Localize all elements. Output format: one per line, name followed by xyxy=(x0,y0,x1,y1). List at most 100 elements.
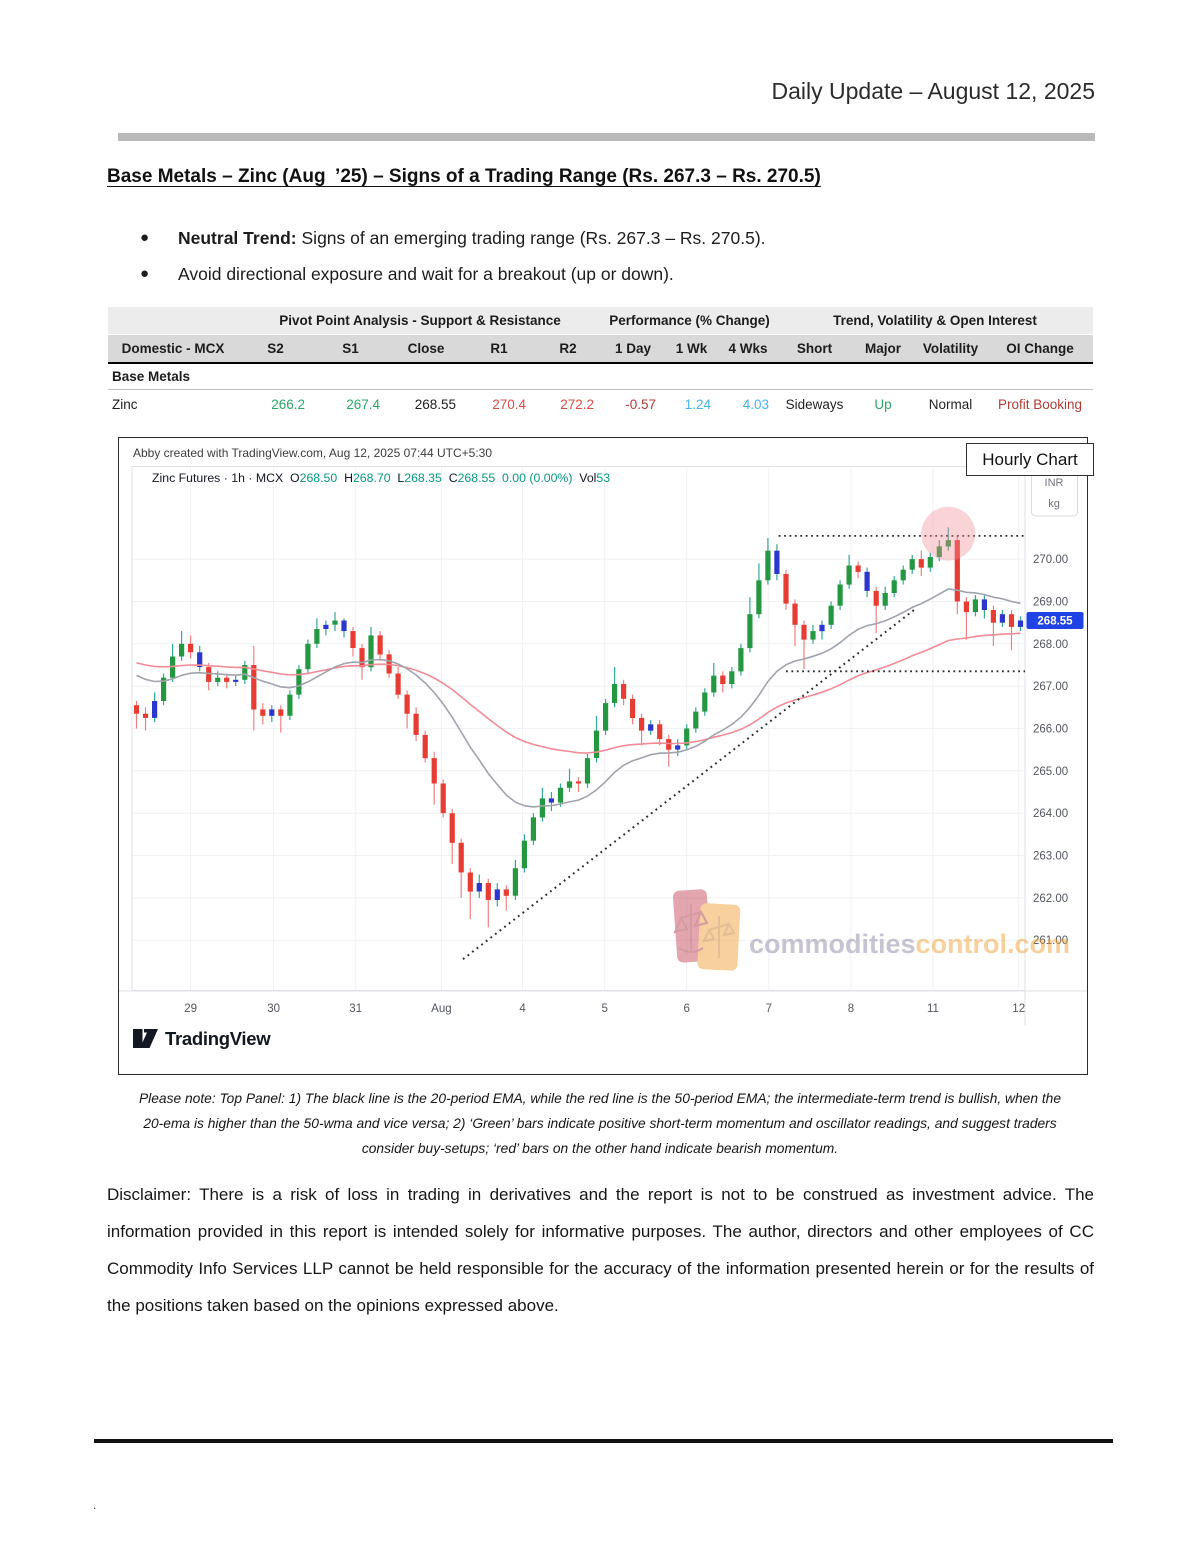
table-cell: 268.55 xyxy=(414,396,456,412)
footnote-line: Please note: Top Panel: 1) The black lin… xyxy=(138,1091,1062,1106)
table-group-header-row: Pivot Point Analysis - Support & Resista… xyxy=(108,307,1094,335)
legend-part: 0.00 (0.00%) xyxy=(502,471,580,485)
table-group-header xyxy=(108,307,238,335)
bullet-icon: ● xyxy=(140,265,150,282)
legend-part: Vol xyxy=(579,471,597,485)
svg-text:4: 4 xyxy=(519,1003,526,1015)
table-cell: 4.03 xyxy=(742,396,769,412)
svg-text:kg: kg xyxy=(1048,498,1060,510)
svg-text:263.00: 263.00 xyxy=(1033,851,1068,863)
svg-text:269.00: 269.00 xyxy=(1033,597,1068,609)
column-header: 1 Wk xyxy=(664,334,719,363)
hourly-chart-badge: Hourly Chart xyxy=(966,443,1094,476)
svg-text:12: 12 xyxy=(1012,1003,1025,1015)
legend-part: 268.55 xyxy=(457,471,503,485)
table-cell: 1.24 xyxy=(684,396,711,412)
bullet-item: ● Neutral Trend: Signs of an emerging tr… xyxy=(140,220,1040,256)
svg-text:5: 5 xyxy=(601,1003,607,1015)
footnote-line: 20-ema is higher than the 50-wma and vic… xyxy=(143,1116,1057,1131)
bullet-icon: ● xyxy=(140,229,150,246)
chart-attribution: Abby created with TradingView.com, Aug 1… xyxy=(133,446,493,460)
legend-part: 268.70 xyxy=(352,471,398,485)
legend-part: L xyxy=(397,471,405,485)
bullet-text: Avoid directional exposure and wait for … xyxy=(178,264,674,284)
legend-part: O xyxy=(290,471,300,485)
table-group-header: Trend, Volatility & Open Interest xyxy=(777,307,1094,335)
column-header: Short xyxy=(777,334,852,363)
commoditiescontrol-logo-icon xyxy=(672,889,741,971)
column-header: OI Change xyxy=(987,334,1094,363)
header-divider-bar xyxy=(118,133,1095,141)
svg-text:268.00: 268.00 xyxy=(1033,639,1068,651)
svg-text:8: 8 xyxy=(848,1003,854,1015)
table-group-header: Pivot Point Analysis - Support & Resista… xyxy=(238,307,602,335)
svg-text:11: 11 xyxy=(927,1003,939,1015)
candlestick-chart: 270.00 269.00 268.00 267.00 266.00 265.00 264.… xyxy=(119,466,1087,1026)
table-cell: Sideways xyxy=(785,396,844,412)
footnote-line: consider buy-setups; ‘red’ bars on the o… xyxy=(361,1141,839,1156)
tradingview-logo-text: TradingView xyxy=(165,1027,271,1049)
column-header: Major xyxy=(852,334,914,363)
table-cell: 270.4 xyxy=(492,396,526,412)
tradingview-logo-icon xyxy=(133,1029,158,1048)
pivot-table: Pivot Point Analysis - Support & Resista… xyxy=(108,307,1094,419)
legend-part: 53 xyxy=(596,471,611,485)
svg-text:261.00: 261.00 xyxy=(1033,935,1068,947)
column-header: R2 xyxy=(534,334,602,363)
svg-text:29: 29 xyxy=(184,1003,197,1015)
svg-text:264.00: 264.00 xyxy=(1033,808,1068,820)
table-cell: Profit Booking xyxy=(998,396,1083,412)
column-header: S2 xyxy=(238,334,313,363)
legend-part: 268.50 xyxy=(299,471,345,485)
svg-text:268.55: 268.55 xyxy=(1037,616,1073,628)
column-header: S1 xyxy=(313,334,388,363)
price-chart-panel: Abby created with TradingView.com, Aug 1… xyxy=(118,437,1094,1075)
section-label: Base Metals xyxy=(108,363,1094,390)
svg-text:7: 7 xyxy=(766,1003,772,1015)
column-header: 4 Wks xyxy=(719,334,777,363)
svg-text:INR: INR xyxy=(1045,477,1064,489)
svg-text:267.00: 267.00 xyxy=(1033,681,1068,693)
disclaimer-text: Disclaimer: There is a risk of loss in t… xyxy=(107,1185,1094,1315)
bullet-item: ● Avoid directional exposure and wait fo… xyxy=(140,256,1040,292)
table-column-header-row: Domestic - MCX S2 S1 Close R1 R2 1 Day 1 Wk 4 Wk… xyxy=(108,334,1094,363)
tradingview-logo: TradingView xyxy=(133,1026,271,1051)
legend-part: C xyxy=(448,471,458,485)
svg-text:Aug: Aug xyxy=(431,1003,451,1015)
legend-part: H xyxy=(344,471,353,485)
column-header: 1 Day xyxy=(602,334,664,363)
table-cell: Up xyxy=(874,396,892,412)
column-header: Volatility xyxy=(914,334,987,363)
svg-text:265.00: 265.00 xyxy=(1033,766,1068,778)
svg-text:30: 30 xyxy=(267,1003,280,1015)
footer-dot: . xyxy=(93,1498,97,1512)
column-header: Close xyxy=(388,334,464,363)
table-cell: 272.2 xyxy=(560,396,594,412)
bullet-text: Neutral Trend: Signs of an emerging trad… xyxy=(178,228,766,248)
bullet-list: ● Neutral Trend: Signs of an emerging tr… xyxy=(140,220,1040,292)
section-title: Base Metals – Zinc (Aug ’25) – Signs of … xyxy=(107,166,821,187)
table-section-row: Base Metals xyxy=(108,363,1094,390)
watermark-text: commoditiescontrol.com xyxy=(749,929,1071,959)
svg-text:31: 31 xyxy=(349,1003,362,1015)
chart-footnote: Please note: Top Panel: 1) The black lin… xyxy=(100,1086,1100,1161)
page-title: Daily Update – August 12, 2025 xyxy=(771,78,1095,104)
svg-text:266.00: 266.00 xyxy=(1033,724,1068,736)
footer-divider-rule xyxy=(94,1439,1113,1443)
table-cell: Normal xyxy=(928,396,973,412)
table-cell: -0.57 xyxy=(625,396,656,412)
chart-legend: Zinc Futures · 1h · MCX O268.50 H268.70 … xyxy=(152,471,610,485)
commoditiescontrol-watermark: commoditiescontrol.com xyxy=(667,886,1070,974)
svg-text:6: 6 xyxy=(683,1003,689,1015)
table-row: Zinc 266.2 267.4 268.55 270.4 272.2 -0.57 1.24 4… xyxy=(108,390,1093,419)
column-header: R1 xyxy=(464,334,534,363)
svg-text:270.00: 270.00 xyxy=(1033,554,1068,566)
legend-part: 268.35 xyxy=(404,471,449,485)
table-group-header: Performance (% Change) xyxy=(602,307,777,335)
column-header: Domestic - MCX xyxy=(108,334,238,363)
legend-part: Zinc Futures · 1h · MCX xyxy=(152,471,291,485)
table-cell: 267.4 xyxy=(346,396,380,412)
commodity-name: Zinc xyxy=(112,396,138,412)
svg-text:262.00: 262.00 xyxy=(1033,893,1068,905)
